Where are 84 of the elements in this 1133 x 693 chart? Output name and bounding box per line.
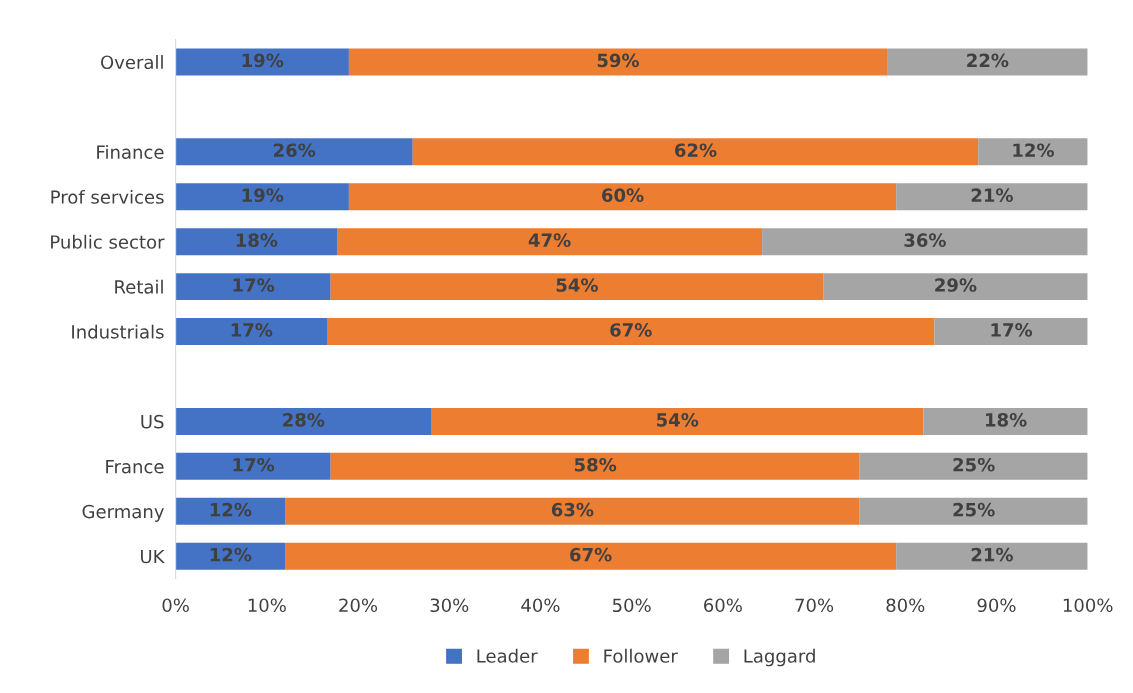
- data-label: 58%: [574, 457, 617, 472]
- bar: [330, 452, 860, 480]
- data-label: 29%: [935, 278, 977, 292]
- data-label: 18%: [236, 233, 278, 247]
- bar: [330, 273, 824, 301]
- bar: [859, 497, 1088, 525]
- bar: [175, 183, 349, 211]
- bar: [430, 407, 924, 435]
- data-label: 19%: [242, 188, 284, 202]
- bar: [175, 542, 286, 570]
- data-label: 22%: [967, 53, 1009, 68]
- data-label: 17%: [991, 323, 1033, 337]
- data-label: 54%: [657, 412, 699, 427]
- bar: [175, 407, 431, 435]
- data-label: 67%: [610, 323, 652, 337]
- data-label: 21%: [971, 188, 1013, 202]
- data-label: 26%: [274, 143, 316, 158]
- y-tick-label: US: [141, 414, 164, 429]
- data-label: 47%: [528, 233, 571, 247]
- x-tick-label: 0%: [162, 598, 189, 613]
- data-label: 17%: [231, 323, 273, 337]
- data-label: 36%: [904, 233, 946, 247]
- y-tick-label: Retail: [115, 279, 163, 294]
- y-tick-label: Overall: [100, 55, 163, 70]
- y-tick-label: UK: [141, 549, 165, 564]
- bar: [327, 318, 935, 346]
- data-label: 60%: [602, 188, 644, 202]
- x-tick-label: 80%: [886, 598, 925, 613]
- bar: [175, 318, 328, 346]
- x-tick-label: 10%: [248, 598, 286, 613]
- bar: [896, 542, 1088, 570]
- x-tick-label: 90%: [977, 598, 1016, 613]
- legend-label: Laggard: [744, 648, 815, 667]
- legend-label: Follower: [604, 648, 678, 663]
- bar: [887, 48, 1088, 76]
- x-tick-label: 100%: [1063, 598, 1113, 613]
- bar: [412, 138, 979, 166]
- data-label: 21%: [971, 547, 1013, 562]
- data-label: 18%: [986, 412, 1027, 427]
- bar: [823, 273, 1088, 301]
- data-label: 25%: [953, 457, 995, 472]
- bar: [175, 48, 349, 76]
- data-label: 17%: [233, 457, 275, 472]
- bar: [337, 228, 763, 256]
- bar: [175, 452, 331, 480]
- bar: [762, 228, 1088, 256]
- x-tick-label: 70%: [795, 598, 834, 613]
- bar: [923, 407, 1088, 435]
- bar: [175, 138, 413, 166]
- data-label: 17%: [233, 278, 275, 292]
- x-tick-label: 60%: [704, 598, 742, 613]
- y-tick-label: Public sector: [51, 234, 165, 249]
- data-label: 12%: [210, 547, 252, 562]
- bar: [859, 452, 1088, 480]
- data-label: 54%: [556, 278, 598, 292]
- x-tick-label: 50%: [612, 598, 651, 613]
- bar: [348, 48, 888, 76]
- y-tick-label: Germany: [82, 504, 164, 522]
- bar: [175, 273, 331, 301]
- data-label: 67%: [570, 547, 612, 562]
- bar: [978, 138, 1088, 166]
- data-label: 19%: [242, 53, 284, 68]
- legend-label: Leader: [477, 648, 538, 663]
- data-label: 12%: [210, 502, 252, 517]
- data-label: 63%: [551, 502, 594, 517]
- data-label: 25%: [953, 502, 995, 517]
- data-label: 59%: [597, 53, 639, 68]
- data-label: 62%: [675, 143, 717, 158]
- x-tick-label: 30%: [430, 598, 469, 613]
- data-label: 12%: [1013, 143, 1054, 158]
- y-tick-label: Finance: [97, 144, 164, 159]
- x-tick-label: 20%: [339, 598, 378, 613]
- bar: [175, 228, 338, 256]
- data-label: 28%: [283, 412, 325, 427]
- y-tick-label: France: [106, 460, 164, 474]
- bar: [934, 318, 1088, 346]
- bar: [348, 183, 897, 211]
- bar: [175, 497, 286, 525]
- bar: [285, 497, 860, 525]
- y-tick-label: Industrials: [72, 324, 164, 339]
- bar: [285, 542, 897, 570]
- x-tick-label: 40%: [521, 598, 560, 613]
- bar: [896, 183, 1088, 211]
- y-tick-label: Prof services: [51, 189, 164, 204]
